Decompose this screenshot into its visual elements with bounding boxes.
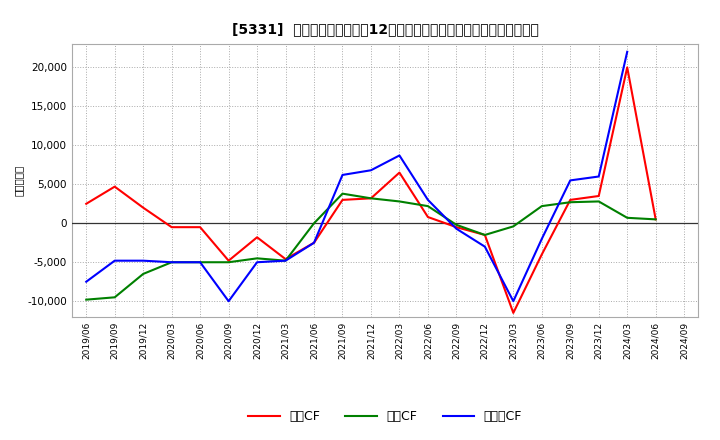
フリーCF — [452, 226, 461, 231]
フリーCF — [509, 299, 518, 304]
Y-axis label: （百万円）: （百万円） — [13, 165, 23, 196]
Title: [5331]  キャッシュフローの12か月移動合計の対前年同期増減額の推移: [5331] キャッシュフローの12か月移動合計の対前年同期増減額の推移 — [232, 22, 539, 36]
投資CF — [196, 260, 204, 265]
投資CF — [423, 203, 432, 209]
フリーCF — [338, 172, 347, 178]
営業CF — [566, 197, 575, 202]
フリーCF — [566, 178, 575, 183]
投資CF — [139, 271, 148, 277]
フリーCF — [282, 258, 290, 263]
投資CF — [566, 200, 575, 205]
営業CF — [225, 258, 233, 263]
投資CF — [338, 191, 347, 196]
営業CF — [395, 170, 404, 175]
フリーCF — [253, 260, 261, 265]
フリーCF — [537, 236, 546, 242]
投資CF — [452, 222, 461, 227]
営業CF — [423, 214, 432, 220]
投資CF — [509, 224, 518, 229]
営業CF — [480, 232, 489, 238]
営業CF — [452, 224, 461, 230]
営業CF — [167, 224, 176, 230]
投資CF — [623, 215, 631, 220]
営業CF — [623, 65, 631, 70]
営業CF — [366, 196, 375, 201]
フリーCF — [82, 279, 91, 284]
フリーCF — [167, 260, 176, 265]
投資CF — [225, 260, 233, 265]
投資CF — [395, 199, 404, 204]
投資CF — [310, 220, 318, 226]
投資CF — [167, 260, 176, 265]
営業CF — [537, 252, 546, 257]
営業CF — [253, 235, 261, 240]
営業CF — [509, 310, 518, 315]
フリーCF — [196, 260, 204, 265]
フリーCF — [110, 258, 119, 263]
営業CF — [652, 217, 660, 222]
投資CF — [82, 297, 91, 302]
営業CF — [282, 257, 290, 262]
投資CF — [282, 258, 290, 263]
営業CF — [110, 184, 119, 189]
フリーCF — [225, 299, 233, 304]
フリーCF — [423, 197, 432, 202]
投資CF — [537, 203, 546, 209]
営業CF — [310, 240, 318, 246]
Legend: 営業CF, 投資CF, フリーCF: 営業CF, 投資CF, フリーCF — [243, 405, 527, 428]
Line: フリーCF: フリーCF — [86, 52, 627, 301]
営業CF — [338, 197, 347, 202]
営業CF — [196, 224, 204, 230]
投資CF — [110, 295, 119, 300]
フリーCF — [480, 244, 489, 249]
投資CF — [480, 232, 489, 238]
営業CF — [139, 205, 148, 210]
Line: 投資CF: 投資CF — [86, 194, 656, 300]
営業CF — [595, 193, 603, 198]
フリーCF — [395, 153, 404, 158]
フリーCF — [139, 258, 148, 263]
投資CF — [253, 256, 261, 261]
営業CF — [82, 201, 91, 206]
フリーCF — [595, 174, 603, 179]
投資CF — [652, 217, 660, 222]
投資CF — [595, 199, 603, 204]
フリーCF — [310, 240, 318, 246]
フリーCF — [366, 168, 375, 173]
フリーCF — [623, 49, 631, 55]
Line: 営業CF: 営業CF — [86, 67, 656, 313]
投資CF — [366, 196, 375, 201]
